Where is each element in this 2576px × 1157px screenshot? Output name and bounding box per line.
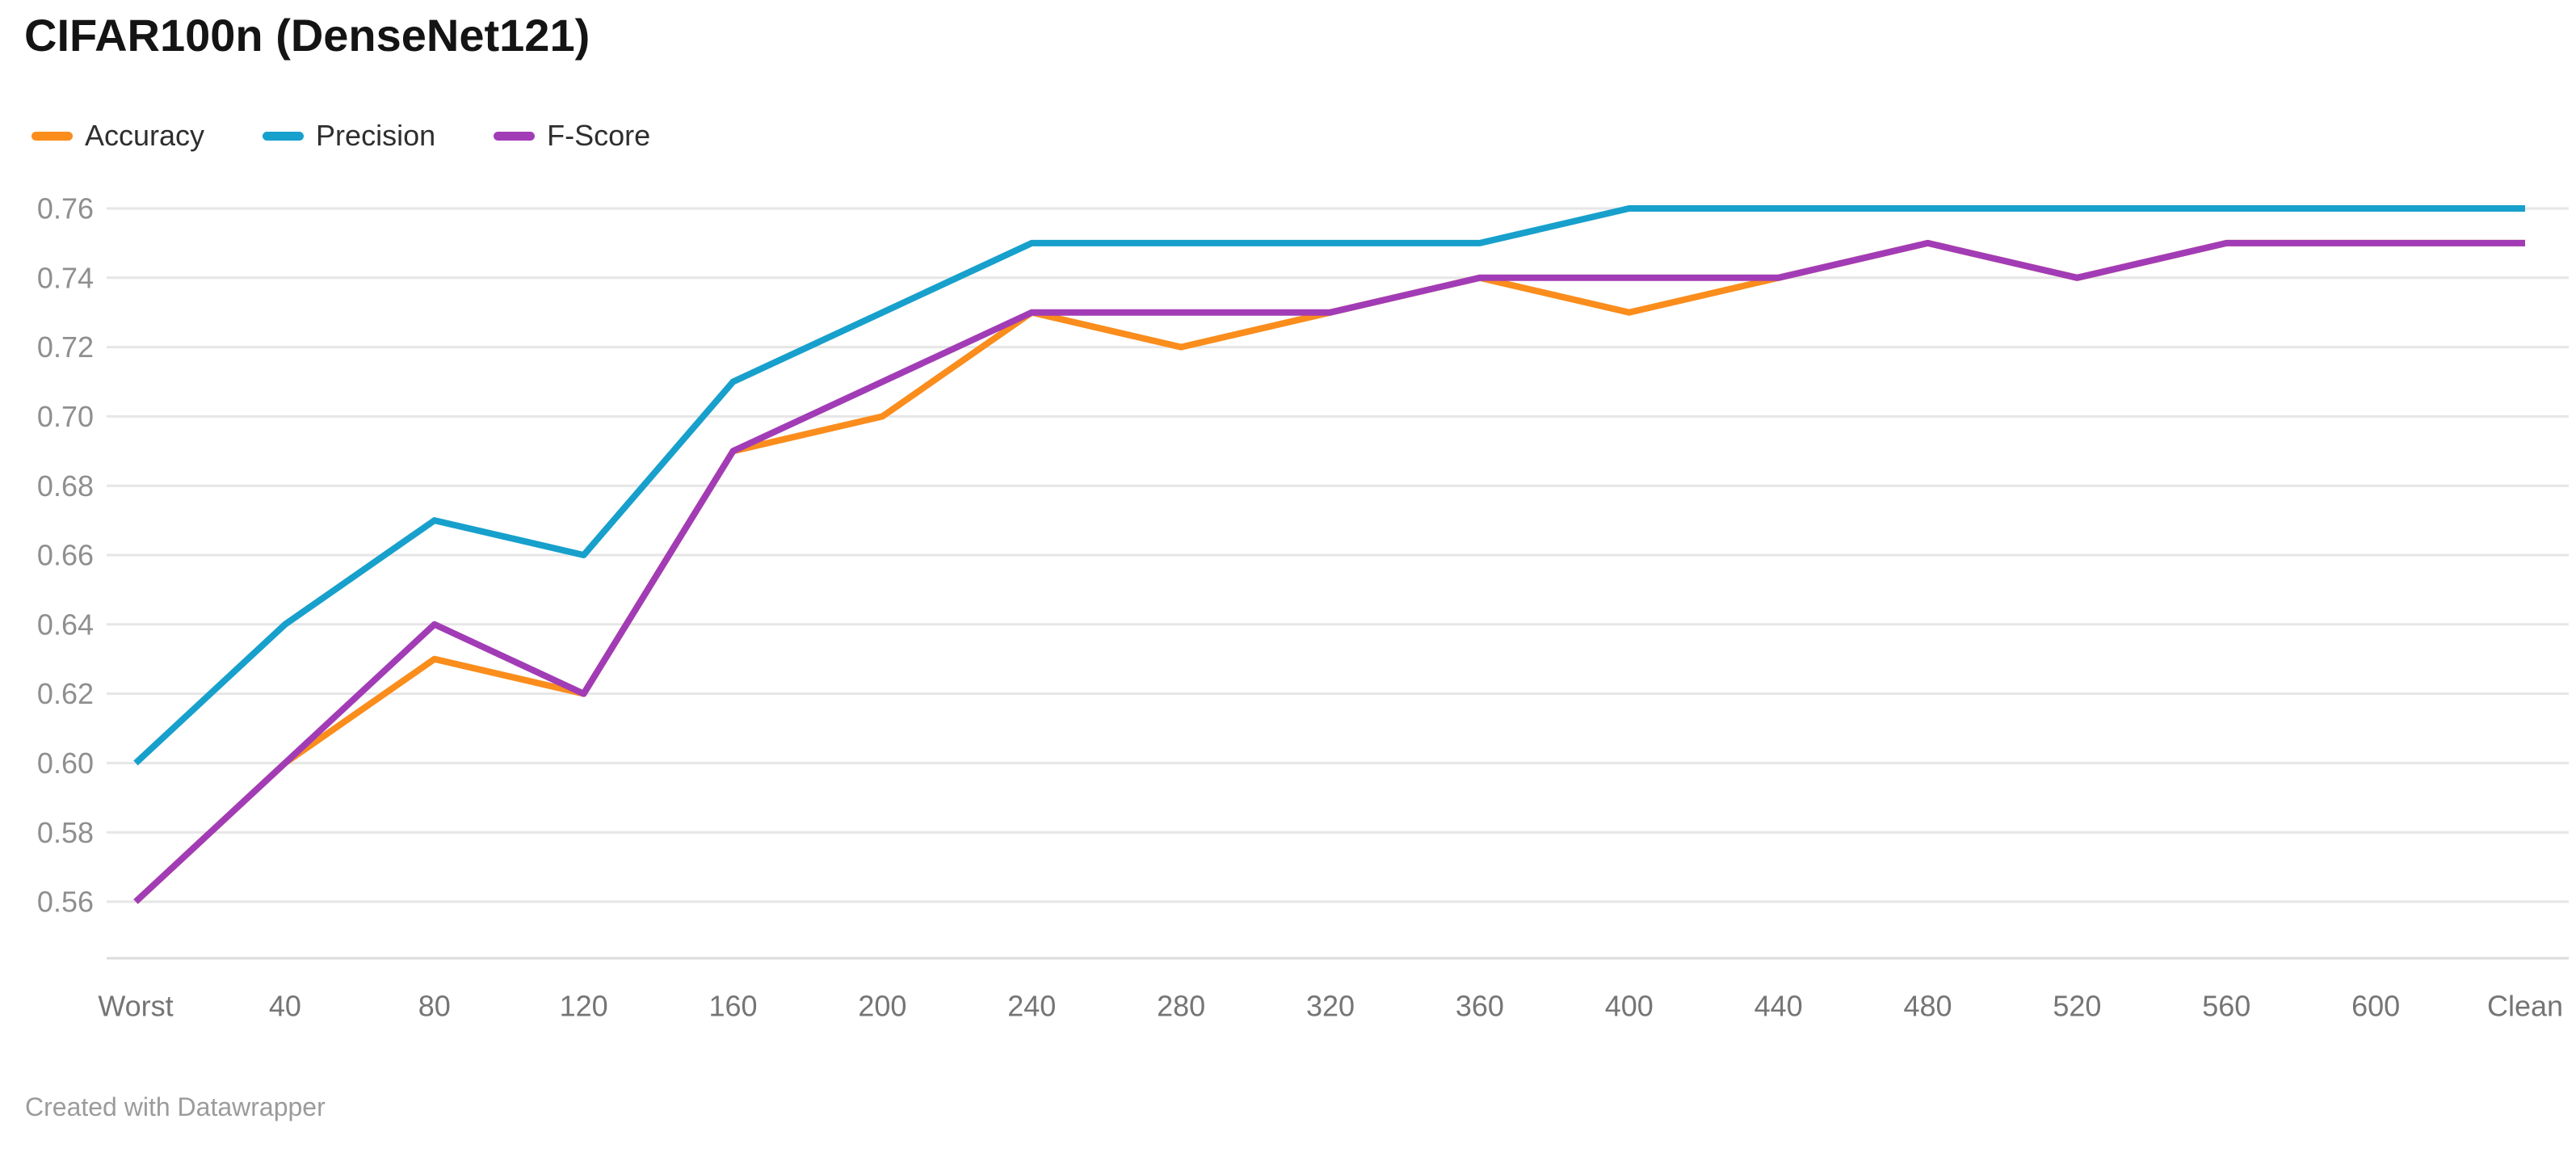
x-axis-tick-label: 40 [269, 990, 301, 1023]
datawrapper-credit: Created with Datawrapper [25, 1092, 326, 1121]
y-axis-tick-label: 0.66 [37, 539, 94, 572]
series-line-f-score [133, 239, 2525, 904]
legend: Accuracy Precision F-Score [32, 118, 650, 154]
x-axis-tick-label: 560 [2202, 990, 2250, 1023]
y-axis-tick-label: 0.68 [37, 469, 94, 503]
x-axis-tick-label: 360 [1456, 990, 1504, 1023]
legend-item-accuracy: Accuracy [32, 119, 204, 153]
legend-label-accuracy: Accuracy [85, 119, 205, 152]
legend-label-fscore: F-Score [547, 119, 651, 152]
x-axis-tick-label: Worst [98, 990, 173, 1023]
y-axis-tick-label: 0.72 [37, 330, 94, 364]
x-axis-tick-label: 320 [1306, 990, 1355, 1023]
legend-item-precision: Precision [263, 119, 435, 153]
series-line-precision [133, 205, 2525, 766]
y-axis-tick-label: 0.64 [37, 608, 94, 641]
y-axis-tick-label: 0.74 [37, 261, 94, 294]
x-axis-tick-label: 600 [2351, 990, 2400, 1023]
x-axis-tick-label: 160 [708, 990, 757, 1023]
y-axis-tick-label: 0.58 [37, 816, 94, 849]
x-axis-tick-label: 520 [2053, 990, 2101, 1023]
x-axis-tick-label: 120 [560, 990, 608, 1023]
x-axis-tick-label: 240 [1007, 990, 1056, 1023]
precision-line-swatch-icon [263, 131, 305, 141]
y-axis-tick-label: 0.70 [37, 400, 94, 433]
x-axis-tick-label: 440 [1754, 990, 1803, 1023]
x-axis-tick-label: 480 [1903, 990, 1952, 1023]
x-axis-tick-label: 280 [1157, 990, 1205, 1023]
x-axis-tick-label: 400 [1605, 990, 1654, 1023]
legend-label-precision: Precision [316, 119, 436, 152]
chart-title: CIFAR100n (DenseNet121) [24, 10, 590, 61]
y-axis-tick-label: 0.56 [37, 886, 94, 919]
series-line-accuracy [133, 239, 2525, 904]
x-axis-tick-label: 80 [418, 990, 451, 1023]
y-axis-tick-label: 0.76 [37, 192, 94, 225]
x-axis-tick-label: 200 [858, 990, 906, 1023]
y-axis-tick-label: 0.60 [37, 747, 94, 780]
accuracy-line-swatch-icon [32, 131, 73, 141]
legend-item-fscore: F-Score [494, 119, 650, 153]
fscore-line-swatch-icon [494, 131, 536, 141]
x-axis-tick-label: Clean [2487, 990, 2563, 1023]
y-axis-tick-label: 0.62 [37, 677, 94, 710]
